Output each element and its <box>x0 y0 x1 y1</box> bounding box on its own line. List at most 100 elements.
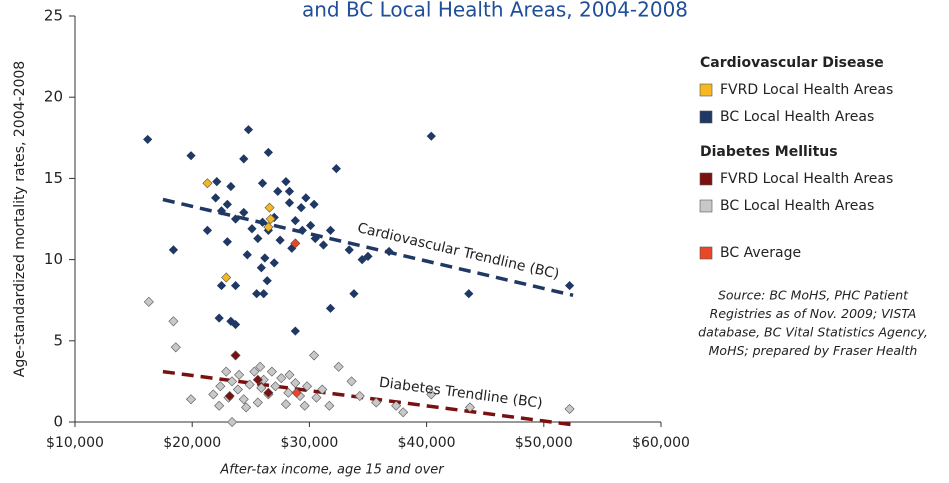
point <box>224 390 235 402</box>
point <box>230 319 241 330</box>
x-tick-label: $60,000 <box>632 435 690 451</box>
point <box>168 245 179 255</box>
point <box>290 377 301 389</box>
point <box>259 289 269 299</box>
point <box>239 154 249 164</box>
chart-title: and BC Local Health Areas, 2004-2008 <box>302 0 688 22</box>
point <box>215 381 226 392</box>
point <box>325 303 336 313</box>
point <box>346 376 357 387</box>
legend-label: BC Average <box>720 245 801 261</box>
point <box>299 400 310 411</box>
trendline <box>162 197 574 298</box>
point <box>266 366 277 377</box>
point <box>262 276 272 286</box>
point <box>318 240 329 250</box>
point <box>265 213 276 225</box>
legend-heading: Cardiovascular Disease <box>700 55 884 71</box>
point <box>230 280 241 291</box>
point <box>263 147 273 158</box>
y-tick-label: 15 <box>44 169 63 187</box>
point <box>252 289 262 299</box>
point <box>242 250 252 260</box>
point <box>186 151 196 161</box>
point <box>333 361 344 372</box>
point <box>357 255 367 265</box>
point <box>249 366 260 377</box>
point <box>284 198 295 208</box>
point <box>252 374 263 385</box>
point <box>221 272 232 283</box>
point <box>311 392 322 403</box>
point <box>257 178 268 188</box>
point <box>273 186 283 196</box>
legend-swatch <box>699 83 713 97</box>
point <box>564 280 575 291</box>
trendline <box>162 369 577 427</box>
point <box>281 177 291 187</box>
point <box>354 390 365 402</box>
point <box>349 289 359 299</box>
y-tick-label: 25 <box>44 7 63 25</box>
point <box>309 199 319 209</box>
point <box>391 400 402 411</box>
point <box>257 217 268 227</box>
x-tick-label: $40,000 <box>398 435 456 451</box>
point <box>214 313 224 323</box>
y-tick-label: 0 <box>53 413 63 431</box>
point <box>168 316 179 327</box>
point <box>280 399 291 410</box>
legend-swatch <box>699 110 713 124</box>
point <box>243 125 254 135</box>
x-tick-label: $20,000 <box>163 435 221 451</box>
point <box>283 387 294 398</box>
point <box>305 220 316 231</box>
point <box>239 207 249 218</box>
point <box>253 233 263 244</box>
point <box>309 350 320 361</box>
point <box>202 178 213 189</box>
point <box>310 233 320 244</box>
point <box>297 225 307 235</box>
point <box>325 225 336 235</box>
point <box>290 216 300 226</box>
legend-label: BC Local Health Areas <box>720 198 874 214</box>
point <box>247 224 257 234</box>
y-tick-label: 10 <box>44 250 63 268</box>
legend-label: FVRD Local Health Areas <box>720 82 893 98</box>
point <box>214 400 225 411</box>
point <box>263 387 274 398</box>
point <box>227 416 238 428</box>
point <box>170 342 181 353</box>
point <box>464 289 474 299</box>
point <box>371 397 382 408</box>
point <box>464 402 475 413</box>
point <box>426 389 437 400</box>
point <box>226 181 236 192</box>
point <box>264 202 275 213</box>
point <box>291 387 302 398</box>
point <box>186 394 197 405</box>
point <box>143 134 153 145</box>
point <box>344 245 354 255</box>
legend-label: FVRD Local Health Areas <box>720 171 893 187</box>
source-note: MoHS; prepared by Fraser Health <box>709 343 918 358</box>
point <box>212 177 222 187</box>
point <box>260 253 270 263</box>
x-axis-label: After-tax income, age 15 and over <box>219 463 445 478</box>
point <box>216 280 227 291</box>
point <box>211 193 221 203</box>
point <box>270 381 281 392</box>
legend-swatch <box>699 172 713 186</box>
point <box>384 246 394 257</box>
point <box>263 222 274 233</box>
point <box>284 186 295 196</box>
point <box>269 258 279 268</box>
point <box>363 251 373 261</box>
source-note: Registries as of Nov. 2009; VISTA <box>710 306 917 321</box>
y-tick-label: 20 <box>44 88 63 106</box>
legend-label: BC Local Health Areas <box>720 109 874 125</box>
source-note: database, BC Vital Statistics Agency, <box>698 325 928 340</box>
source-note: Source: BC MoHS, PHC Patient <box>718 288 909 303</box>
